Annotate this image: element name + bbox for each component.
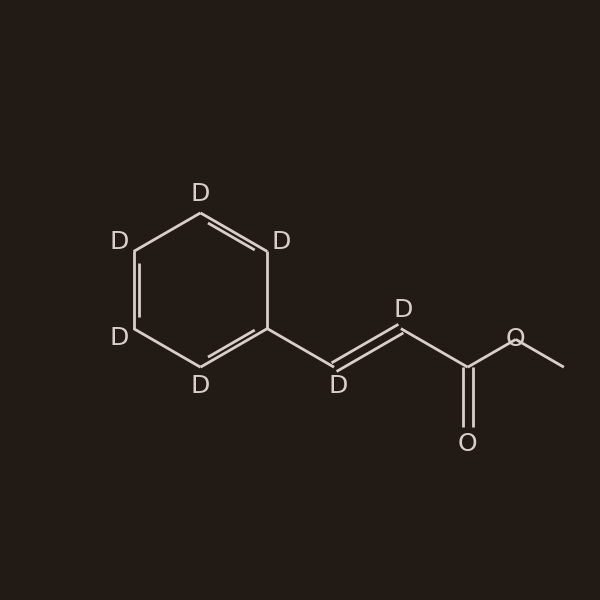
- Text: O: O: [506, 328, 526, 352]
- Text: D: D: [191, 182, 210, 206]
- Text: D: D: [191, 374, 210, 398]
- Text: D: D: [328, 374, 347, 398]
- Text: D: D: [110, 326, 129, 350]
- Text: D: D: [110, 230, 129, 254]
- Text: O: O: [458, 433, 478, 457]
- Text: D: D: [393, 298, 412, 322]
- Text: D: D: [272, 230, 291, 254]
